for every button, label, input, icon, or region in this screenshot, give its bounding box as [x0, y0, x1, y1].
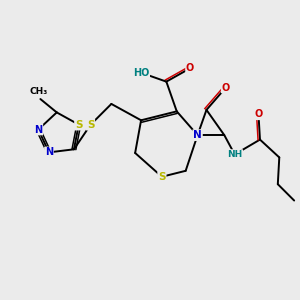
- Text: O: O: [186, 63, 194, 73]
- Text: HO: HO: [133, 68, 149, 78]
- Text: N: N: [34, 124, 42, 135]
- Text: NH: NH: [227, 150, 242, 159]
- Text: CH₃: CH₃: [30, 87, 48, 96]
- Text: O: O: [254, 109, 262, 119]
- Text: O: O: [222, 82, 230, 93]
- Text: S: S: [75, 120, 82, 130]
- Text: S: S: [158, 172, 166, 182]
- Text: N: N: [193, 130, 202, 140]
- Text: S: S: [87, 120, 94, 130]
- Text: N: N: [45, 147, 53, 158]
